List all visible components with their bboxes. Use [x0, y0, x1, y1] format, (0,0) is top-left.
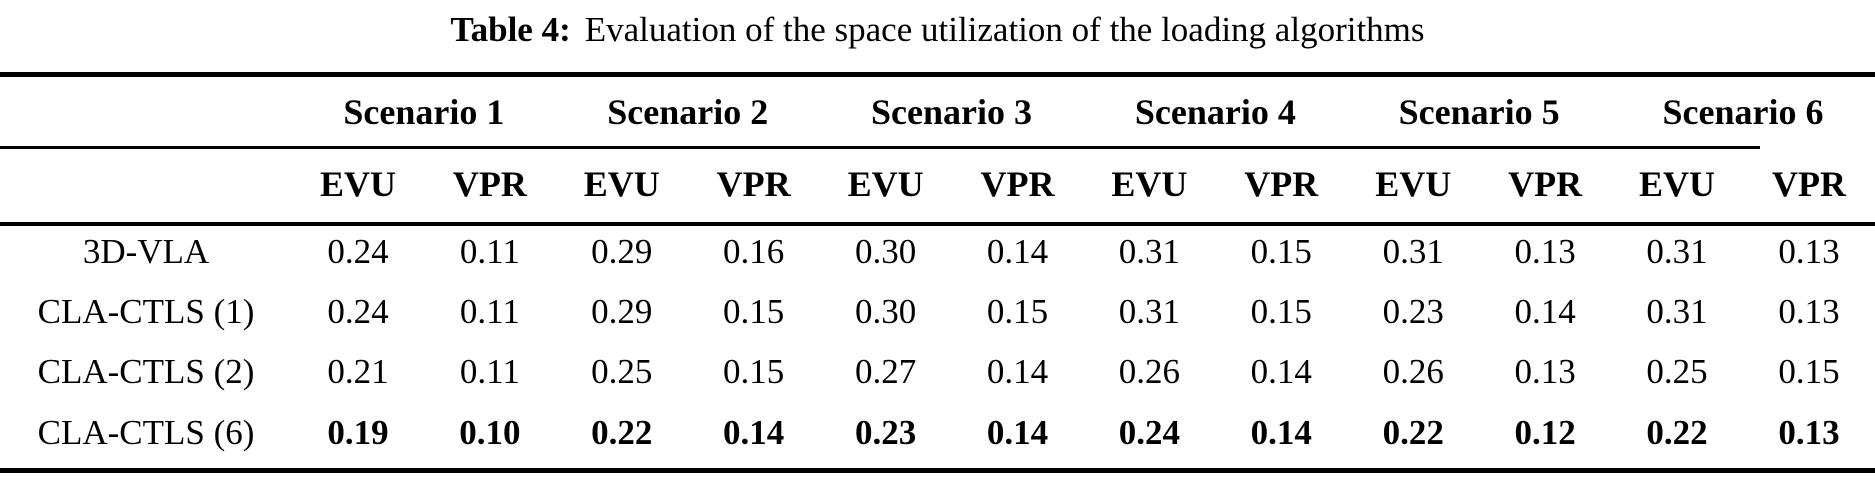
table-cell: 0.25	[591, 352, 653, 391]
table-cell: 0.27	[854, 352, 917, 391]
bottom-rule	[0, 468, 1875, 473]
table-cell: 0.15	[723, 352, 785, 391]
table-cell: 0.13	[1514, 352, 1576, 391]
scenario-header: Scenario 3	[871, 91, 1033, 132]
table-cell: 0.23	[854, 412, 917, 452]
metric-header: VPR	[1244, 164, 1319, 204]
table-cell: 0.10	[459, 412, 521, 452]
table-row: 3D-VLA 0.24 0.11 0.29 0.16 0.30 0.14 0.3…	[0, 222, 1875, 282]
scenario-header: Scenario 4	[1134, 91, 1296, 132]
table-cell: 0.31	[1646, 232, 1708, 271]
scenario-header: Scenario 1	[343, 91, 505, 132]
metric-header: EVU	[1375, 164, 1452, 204]
table-cell: 0.25	[1646, 352, 1708, 391]
top-rule	[0, 72, 1875, 77]
header-bottom-rule	[0, 222, 1875, 226]
metric-header: EVU	[1639, 164, 1716, 204]
table-cell: 0.22	[591, 412, 653, 452]
table-cell: 0.14	[723, 412, 785, 452]
scenario-underline-rule	[0, 146, 1760, 149]
table-cell: 0.15	[1778, 352, 1840, 391]
metric-header: VPR	[1508, 164, 1583, 204]
table-cell: 0.14	[986, 352, 1049, 391]
table-cell: 0.15	[986, 292, 1049, 331]
table-cell: 0.31	[1382, 232, 1444, 271]
table-cell: 0.14	[1250, 412, 1312, 452]
table-cell: 0.22	[1382, 412, 1444, 452]
metric-header: EVU	[847, 164, 924, 204]
corner-cell	[0, 77, 292, 146]
table-cell: 0.30	[854, 232, 917, 271]
table-cell: 0.15	[1250, 292, 1312, 331]
metric-header: VPR	[452, 164, 527, 204]
table-cell: 0.21	[327, 352, 389, 391]
table-cell: 0.13	[1778, 412, 1840, 452]
results-table: Scenario 1 Scenario 2 Scenario 3 Scenari…	[0, 77, 1875, 463]
scenario-header-row: Scenario 1 Scenario 2 Scenario 3 Scenari…	[0, 77, 1875, 146]
table-cell: 0.22	[1646, 412, 1708, 452]
metric-header: EVU	[319, 164, 396, 204]
table-cell: 0.15	[1250, 232, 1312, 271]
table-cell: 0.31	[1118, 292, 1181, 331]
scenario-header: Scenario 5	[1398, 91, 1560, 132]
table-cell: 0.14	[986, 232, 1049, 271]
table-cell: 0.16	[723, 232, 785, 271]
metric-header: VPR	[980, 164, 1055, 204]
table-cell: 0.30	[854, 292, 917, 331]
table-cell: 0.31	[1118, 232, 1181, 271]
table-cell: 0.14	[986, 412, 1049, 452]
caption-label: Table 4:	[450, 10, 571, 49]
table-cell: 0.11	[459, 232, 520, 271]
table-cell: 0.24	[1118, 412, 1181, 452]
table-cell: 0.12	[1514, 412, 1576, 452]
table-cell: 0.14	[1250, 352, 1312, 391]
table-row: CLA-CTLS (2) 0.21 0.11 0.25 0.15 0.27 0.…	[0, 342, 1875, 402]
table-cell: 0.11	[459, 352, 520, 391]
metric-header: EVU	[1111, 164, 1188, 204]
metric-header: EVU	[583, 164, 660, 204]
table-cell: 0.13	[1514, 232, 1576, 271]
table-cell: 0.14	[1514, 292, 1576, 331]
table-cell: 0.29	[591, 232, 653, 271]
table-cell: 0.11	[459, 292, 520, 331]
row-label: CLA-CTLS (2)	[37, 352, 255, 391]
table-caption: Table 4: Evaluation of the space utilizat…	[0, 6, 1875, 54]
table-row: CLA-CTLS (1) 0.24 0.11 0.29 0.15 0.30 0.…	[0, 282, 1875, 342]
caption-text: Evaluation of the space utilization of t…	[584, 10, 1425, 49]
table-cell: 0.24	[327, 292, 389, 331]
metric-header-row: EVU VPR EVU VPR EVU VPR EVU VPR EVU VPR …	[0, 146, 1875, 222]
table-cell: 0.19	[327, 412, 389, 452]
row-label: CLA-CTLS (6)	[37, 412, 255, 452]
corner-cell	[0, 146, 292, 222]
metric-header: VPR	[1771, 164, 1846, 204]
scenario-header: Scenario 6	[1662, 91, 1824, 132]
table-cell: 0.24	[327, 232, 389, 271]
table-row: CLA-CTLS (6) 0.19 0.10 0.22 0.14 0.23 0.…	[0, 402, 1875, 463]
table-cell: 0.13	[1778, 292, 1840, 331]
table-cell: 0.23	[1382, 292, 1444, 331]
table-cell: 0.26	[1118, 352, 1181, 391]
row-label: 3D-VLA	[82, 232, 210, 271]
table-cell: 0.29	[591, 292, 653, 331]
metric-header: VPR	[716, 164, 791, 204]
table-cell: 0.31	[1646, 292, 1708, 331]
scenario-header: Scenario 2	[607, 91, 769, 132]
table-cell: 0.26	[1382, 352, 1444, 391]
table-cell: 0.13	[1778, 232, 1840, 271]
table-cell: 0.15	[723, 292, 785, 331]
row-label: CLA-CTLS (1)	[37, 292, 255, 331]
